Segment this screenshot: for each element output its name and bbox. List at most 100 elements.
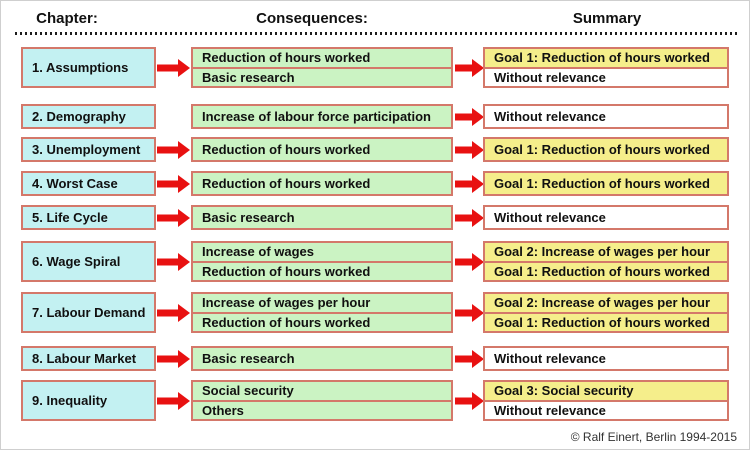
chapter-box: 9. Inequality	[21, 380, 156, 421]
summary-stack: Goal 1: Reduction of hours worked	[483, 137, 729, 162]
consequence-item: Reduction of hours worked	[191, 137, 453, 162]
flow-arrow-icon	[157, 174, 190, 193]
flow-arrow-icon	[157, 391, 190, 410]
summary-stack: Goal 3: Social security Without relevance	[483, 380, 729, 421]
summary-item: Goal 1: Reduction of hours worked	[483, 311, 729, 333]
summary-item: Goal 2: Increase of wages per hour	[483, 241, 729, 263]
diagram-row: 2. Demography Increase of labour force pa…	[1, 104, 749, 129]
consequence-item: Basic research	[191, 205, 453, 230]
arrow-head-icon	[178, 349, 190, 368]
consequence-item: Others	[191, 399, 453, 421]
summary-stack: Goal 1: Reduction of hours worked	[483, 171, 729, 196]
summary-item: Goal 1: Reduction of hours worked	[483, 171, 729, 196]
summary-stack: Goal 2: Increase of wages per hour Goal 1…	[483, 292, 729, 333]
consequence-item: Reduction of hours worked	[191, 47, 453, 69]
summary-item: Goal 2: Increase of wages per hour	[483, 292, 729, 314]
consequence-item: Increase of labour force participation	[191, 104, 453, 129]
arrow-head-icon	[178, 391, 190, 410]
arrow-shaft	[455, 355, 474, 362]
arrow-shaft	[455, 309, 474, 316]
dotted-divider	[15, 32, 737, 35]
arrow-shaft	[157, 397, 180, 404]
consequences-stack: Basic research	[191, 205, 453, 230]
diagram-row: 9. Inequality Social security Others Goal 3…	[1, 380, 749, 421]
summary-stack: Without relevance	[483, 104, 729, 129]
chapter-box: 2. Demography	[21, 104, 156, 129]
consequence-item: Reduction of hours worked	[191, 311, 453, 333]
flow-arrow-icon	[455, 391, 484, 410]
chapter-box: 6. Wage Spiral	[21, 241, 156, 282]
arrow-shaft	[455, 113, 474, 120]
arrow-head-icon	[178, 303, 190, 322]
arrow-head-icon	[472, 107, 484, 126]
summary-item: Goal 3: Social security	[483, 380, 729, 402]
chapter-box: 8. Labour Market	[21, 346, 156, 371]
chapter-box: 5. Life Cycle	[21, 205, 156, 230]
arrow-shaft	[455, 397, 474, 404]
arrow-shaft	[157, 146, 180, 153]
diagram-row: 7. Labour Demand Increase of wages per ho…	[1, 292, 749, 333]
arrow-head-icon	[472, 174, 484, 193]
arrow-head-icon	[178, 140, 190, 159]
consequence-item: Basic research	[191, 346, 453, 371]
flow-arrow-icon	[455, 174, 484, 193]
flow-arrow-icon	[157, 140, 190, 159]
summary-item: Without relevance	[483, 66, 729, 88]
summary-item: Without relevance	[483, 205, 729, 230]
flow-arrow-icon	[157, 303, 190, 322]
summary-stack: Without relevance	[483, 205, 729, 230]
arrow-shaft	[157, 258, 180, 265]
flow-arrow-icon	[455, 140, 484, 159]
flow-arrow-icon	[157, 58, 190, 77]
summary-item: Without relevance	[483, 346, 729, 371]
arrow-shaft	[157, 214, 180, 221]
arrow-head-icon	[472, 303, 484, 322]
arrow-shaft	[455, 180, 474, 187]
consequences-stack: Increase of labour force participation	[191, 104, 453, 129]
arrow-head-icon	[472, 58, 484, 77]
flow-arrow-icon	[455, 107, 484, 126]
flow-arrow-icon	[455, 58, 484, 77]
arrow-head-icon	[178, 252, 190, 271]
flow-arrow-icon	[157, 208, 190, 227]
consequences-stack: Social security Others	[191, 380, 453, 421]
column-header-consequences: Consequences:	[256, 10, 368, 27]
arrow-head-icon	[472, 252, 484, 271]
consequences-stack: Reduction of hours worked	[191, 171, 453, 196]
flow-arrow-icon	[455, 349, 484, 368]
summary-item: Goal 1: Reduction of hours worked	[483, 47, 729, 69]
arrow-head-icon	[178, 208, 190, 227]
flow-arrow-icon	[157, 349, 190, 368]
summary-stack: Goal 2: Increase of wages per hour Goal 1…	[483, 241, 729, 282]
consequences-stack: Reduction of hours worked Basic research	[191, 47, 453, 88]
arrow-head-icon	[472, 140, 484, 159]
diagram-row: 5. Life Cycle Basic research Without relev…	[1, 205, 749, 230]
flow-arrow-icon	[157, 252, 190, 271]
arrow-shaft	[455, 64, 474, 71]
chapter-box: 3. Unemployment	[21, 137, 156, 162]
consequences-stack: Increase of wages Reduction of hours work…	[191, 241, 453, 282]
summary-item: Without relevance	[483, 399, 729, 421]
consequence-item: Reduction of hours worked	[191, 171, 453, 196]
summary-item: Goal 1: Reduction of hours worked	[483, 137, 729, 162]
summary-stack: Without relevance	[483, 346, 729, 371]
summary-stack: Goal 1: Reduction of hours worked Without…	[483, 47, 729, 88]
consequence-item: Reduction of hours worked	[191, 260, 453, 282]
summary-item: Without relevance	[483, 104, 729, 129]
arrow-shaft	[157, 180, 180, 187]
consequence-item: Basic research	[191, 66, 453, 88]
arrow-head-icon	[472, 349, 484, 368]
arrow-head-icon	[472, 391, 484, 410]
diagram-row: 4. Worst Case Reduction of hours worked Go…	[1, 171, 749, 196]
chapter-box: 1. Assumptions	[21, 47, 156, 88]
arrow-shaft	[157, 64, 180, 71]
arrow-shaft	[157, 309, 180, 316]
arrow-shaft	[157, 355, 180, 362]
arrow-shaft	[455, 214, 474, 221]
flow-arrow-icon	[455, 252, 484, 271]
consequences-stack: Increase of wages per hour Reduction of h…	[191, 292, 453, 333]
arrow-shaft	[455, 146, 474, 153]
consequences-stack: Reduction of hours worked	[191, 137, 453, 162]
chapter-box: 4. Worst Case	[21, 171, 156, 196]
